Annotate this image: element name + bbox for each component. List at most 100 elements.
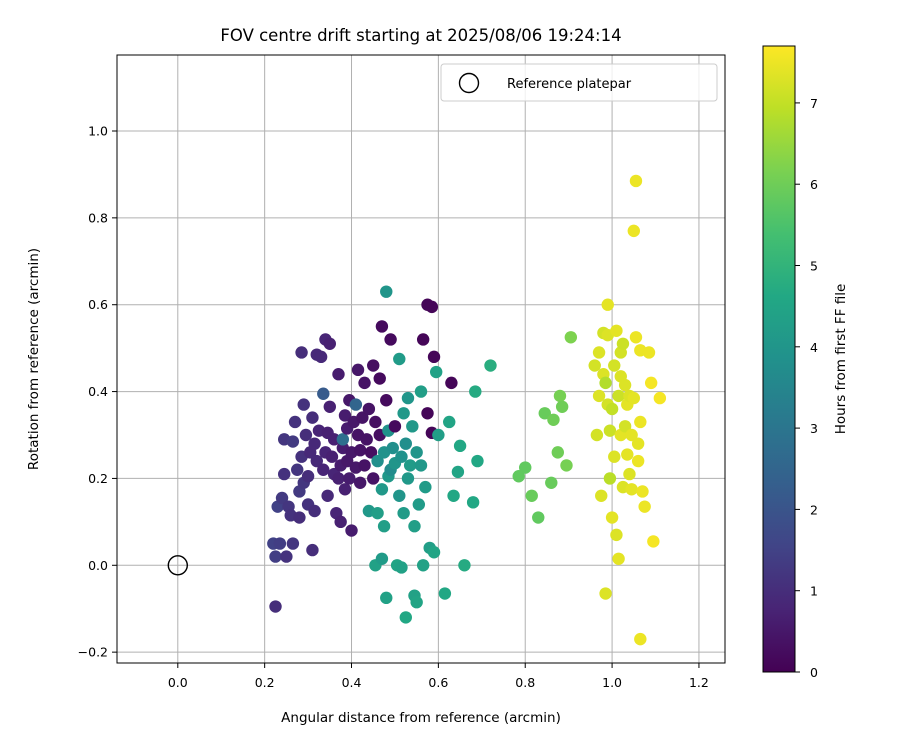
data-point bbox=[293, 511, 306, 524]
data-point bbox=[638, 500, 651, 513]
data-point bbox=[403, 459, 417, 472]
data-point bbox=[547, 413, 560, 426]
data-point bbox=[438, 587, 452, 600]
data-point bbox=[447, 489, 460, 502]
data-point bbox=[354, 444, 367, 457]
data-point bbox=[590, 428, 604, 442]
y-tick-label: 0.6 bbox=[88, 297, 108, 312]
data-point bbox=[653, 391, 667, 405]
data-point bbox=[625, 428, 638, 442]
data-point bbox=[525, 489, 538, 502]
y-tick-label: 0.8 bbox=[88, 210, 108, 225]
colorbar-tick-label: 7 bbox=[810, 96, 818, 111]
data-point bbox=[636, 485, 649, 498]
colorbar-label: Hours from first FF file bbox=[833, 284, 849, 435]
data-point bbox=[338, 483, 352, 496]
data-point bbox=[399, 611, 412, 624]
data-point bbox=[466, 496, 480, 509]
data-point bbox=[631, 437, 645, 450]
data-point bbox=[401, 472, 415, 485]
data-point bbox=[317, 463, 330, 476]
data-point bbox=[306, 411, 319, 424]
data-point bbox=[616, 337, 630, 350]
data-point bbox=[588, 359, 601, 372]
data-point bbox=[388, 420, 402, 433]
legend: Reference platepar bbox=[440, 63, 718, 102]
data-point bbox=[621, 448, 634, 461]
data-point bbox=[301, 470, 315, 483]
data-point bbox=[618, 420, 632, 433]
data-point bbox=[453, 439, 467, 453]
data-point bbox=[608, 450, 621, 463]
data-point bbox=[343, 472, 356, 485]
y-axis-label: Rotation from reference (arcmin) bbox=[26, 248, 42, 470]
data-point bbox=[631, 454, 645, 468]
data-point bbox=[338, 409, 352, 422]
data-point bbox=[393, 489, 406, 502]
data-point bbox=[399, 437, 412, 450]
data-point bbox=[445, 376, 458, 390]
x-axis-label: Angular distance from reference (arcmin) bbox=[281, 710, 561, 726]
colorbar-tick-label: 3 bbox=[810, 421, 818, 436]
data-point bbox=[397, 407, 410, 420]
data-point bbox=[360, 433, 373, 446]
reference-platepar-marker bbox=[167, 555, 189, 576]
data-point bbox=[275, 491, 289, 505]
colorbar-tick-label: 1 bbox=[810, 584, 818, 599]
data-point bbox=[425, 300, 439, 314]
data-point bbox=[427, 350, 441, 364]
data-point bbox=[327, 433, 341, 446]
data-point bbox=[291, 463, 304, 476]
data-point bbox=[269, 550, 282, 563]
data-point bbox=[273, 537, 287, 550]
data-point bbox=[432, 428, 445, 442]
x-tick-label: 0.8 bbox=[515, 675, 535, 690]
x-tick-label: 0.2 bbox=[255, 675, 275, 690]
data-point bbox=[634, 415, 647, 429]
data-point bbox=[364, 446, 378, 459]
data-point bbox=[358, 459, 371, 472]
data-point bbox=[362, 402, 376, 416]
x-tick-label: 0.0 bbox=[168, 675, 188, 690]
colorbar: 0 1 2 3 4 5 6 7 Hours from first FF file bbox=[762, 45, 849, 680]
data-point bbox=[367, 472, 380, 485]
data-point bbox=[610, 528, 623, 542]
data-point bbox=[367, 359, 380, 372]
colorbar-gradient bbox=[762, 45, 796, 673]
data-point bbox=[627, 391, 640, 405]
data-point bbox=[286, 537, 300, 550]
data-point bbox=[519, 461, 532, 474]
data-point bbox=[564, 331, 578, 344]
data-point bbox=[397, 506, 410, 520]
colorbar-tick-label: 5 bbox=[810, 259, 818, 274]
data-point bbox=[332, 368, 345, 381]
data-point bbox=[371, 454, 384, 468]
data-point bbox=[414, 459, 428, 472]
data-point bbox=[278, 467, 291, 481]
data-point bbox=[269, 600, 282, 613]
data-point bbox=[555, 400, 569, 413]
data-point bbox=[644, 376, 658, 390]
data-point bbox=[380, 285, 393, 298]
data-point bbox=[605, 511, 619, 524]
data-point bbox=[380, 394, 393, 407]
data-point bbox=[421, 407, 434, 420]
data-point bbox=[605, 402, 619, 416]
data-point bbox=[401, 391, 415, 405]
data-point bbox=[288, 415, 302, 429]
data-point bbox=[373, 372, 386, 385]
data-point bbox=[375, 320, 389, 333]
data-point bbox=[601, 298, 614, 311]
data-point bbox=[603, 472, 617, 485]
data-point bbox=[427, 546, 441, 559]
data-point bbox=[395, 561, 408, 574]
chart-title: FOV centre drift starting at 2025/08/06 … bbox=[220, 26, 621, 45]
data-point bbox=[553, 389, 567, 403]
data-point bbox=[416, 559, 430, 572]
y-tick-label: 1.0 bbox=[88, 124, 108, 139]
data-point bbox=[395, 450, 408, 463]
data-point bbox=[295, 346, 308, 359]
x-tick-label: 1.0 bbox=[602, 675, 622, 690]
x-tick-label: 0.4 bbox=[342, 675, 362, 690]
data-point bbox=[610, 324, 623, 337]
